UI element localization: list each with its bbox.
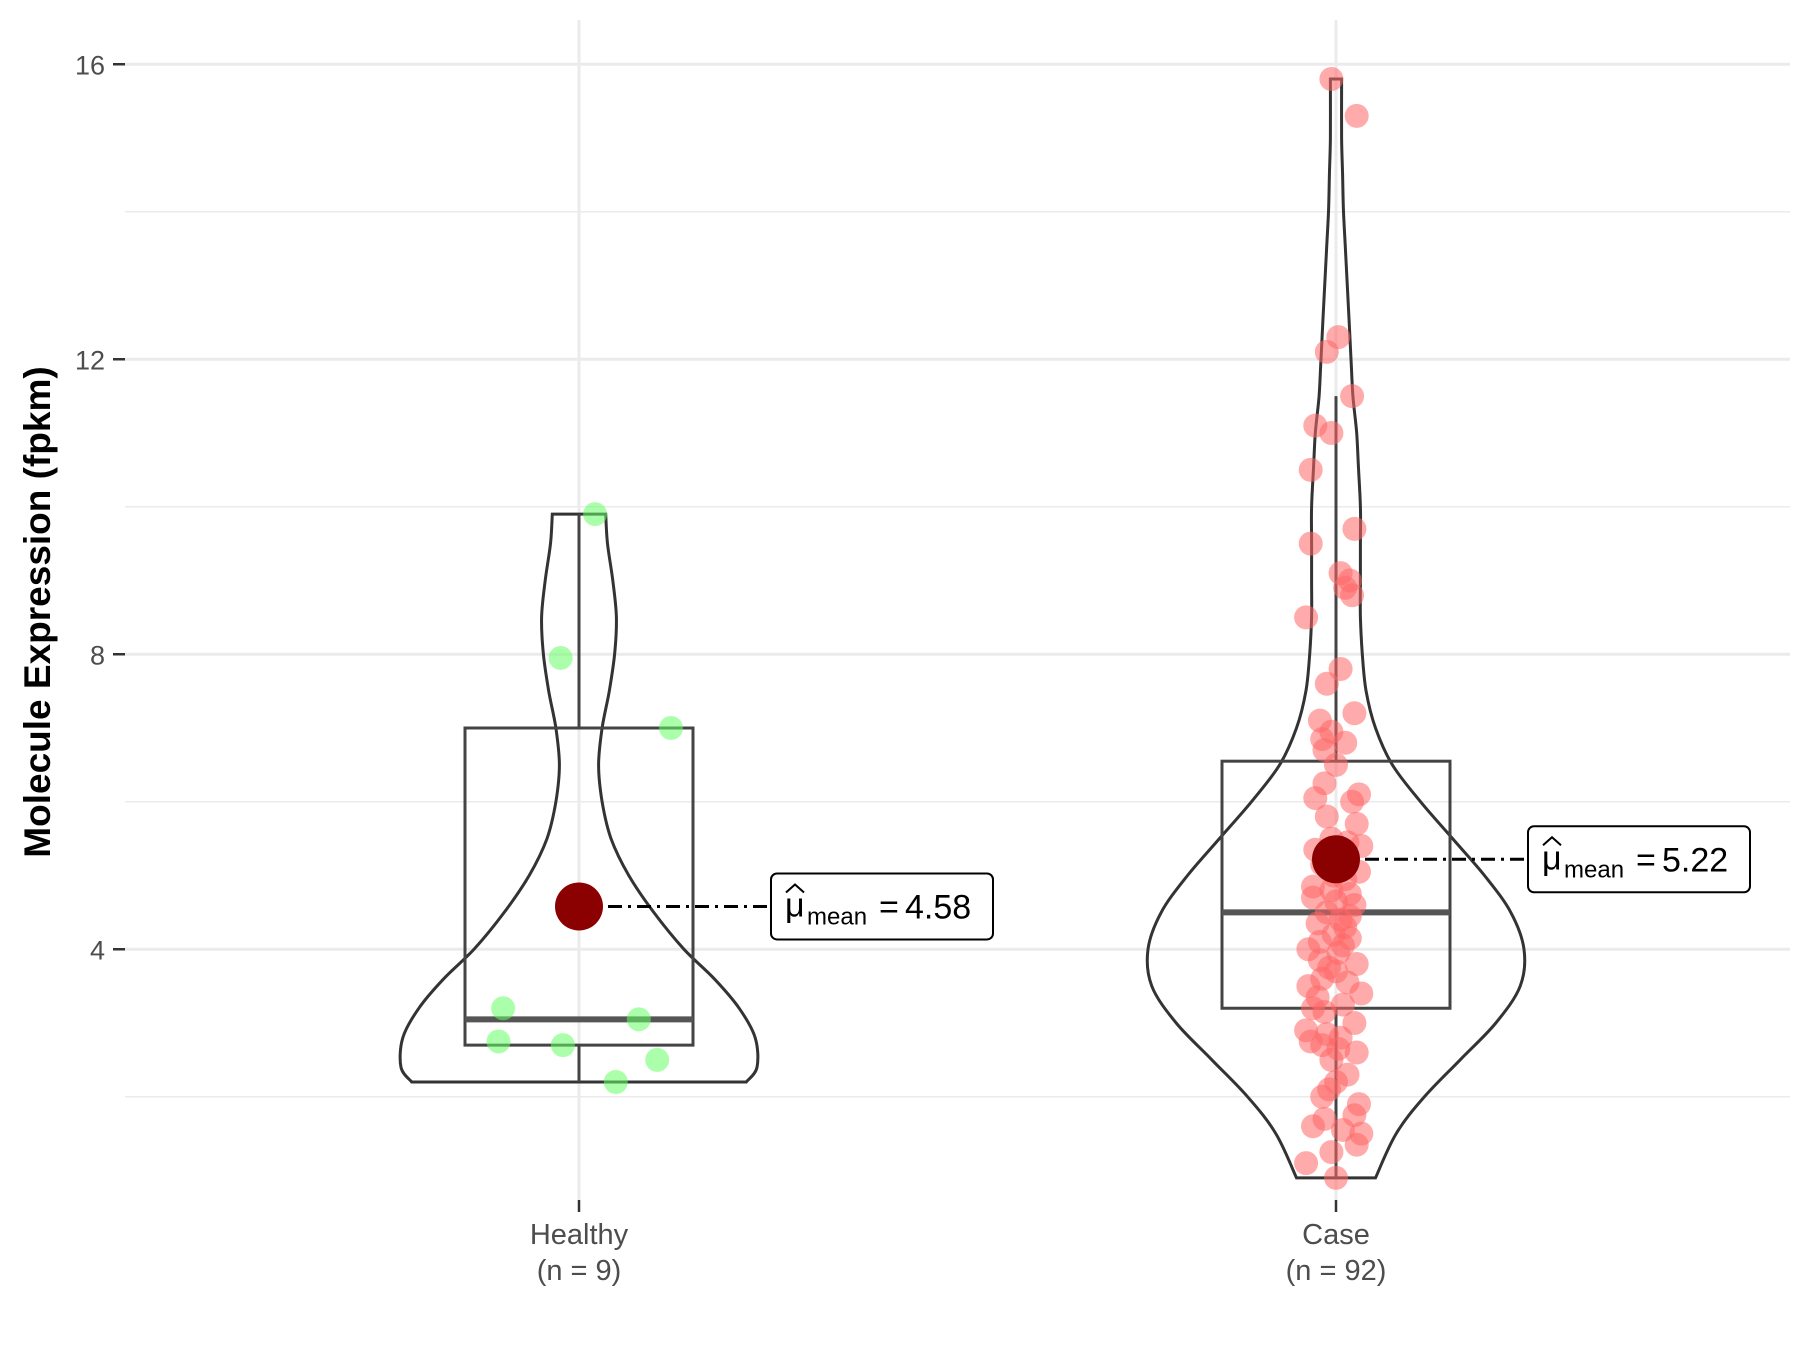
data-point-case: [1324, 1165, 1348, 1190]
data-point-case: [1340, 789, 1365, 814]
x-tick-label-n-healthy: (n = 9): [537, 1255, 622, 1287]
data-point-case: [1298, 457, 1323, 482]
data-point-case: [1319, 421, 1344, 445]
hat-icon: [785, 883, 805, 894]
data-point-case: [1324, 752, 1348, 777]
data-point-case: [1344, 1132, 1369, 1157]
data-point-case: [1344, 811, 1369, 836]
x-tick-label-healthy: Healthy: [530, 1219, 629, 1251]
data-point-healthy: [486, 1029, 511, 1054]
data-point-case: [1333, 730, 1358, 755]
mean-label-healthy: μ mean = 4.58: [770, 872, 994, 941]
data-point-case: [1312, 999, 1337, 1024]
point-layer: [486, 67, 1374, 1190]
data-point-case: [1344, 952, 1369, 976]
data-point-case: [1298, 531, 1323, 556]
data-point-healthy: [550, 1033, 575, 1058]
data-point-case: [1342, 516, 1367, 541]
data-point-healthy: [548, 645, 573, 670]
box-layer: [463, 396, 1452, 1178]
data-point-case: [1319, 67, 1344, 91]
data-point-healthy: [659, 716, 683, 740]
data-point-case: [1301, 1114, 1325, 1139]
mean-label-box: [1527, 825, 1751, 894]
data-point-case: [1342, 701, 1367, 726]
data-point-case: [1303, 786, 1328, 811]
mean-value: 5.22: [1662, 841, 1728, 879]
data-point-case: [1344, 103, 1369, 128]
mean-equals: =: [1636, 841, 1656, 879]
axis-layer: 4 8 12 16 Healthy (n = 9) Case (n = 92): [75, 50, 1386, 1287]
data-point-case: [1319, 1140, 1344, 1165]
y-tick-label: 8: [90, 640, 105, 670]
data-point-healthy: [583, 502, 608, 527]
data-point-case: [1344, 1040, 1369, 1065]
data-point-case: [1294, 605, 1319, 630]
data-point-healthy: [603, 1070, 628, 1094]
data-point-case: [1319, 1047, 1344, 1072]
data-point-healthy: [645, 1047, 670, 1072]
mean-value: 4.58: [905, 888, 971, 926]
data-point-case: [1310, 1084, 1335, 1109]
mean-symbol: μ: [1542, 839, 1562, 877]
data-point-case: [1340, 583, 1365, 608]
mean-subscript: mean: [807, 903, 867, 930]
data-point-healthy: [626, 1007, 651, 1032]
violin-healthy: [398, 512, 760, 1084]
x-tick-label-case: Case: [1302, 1219, 1370, 1251]
data-point-case: [1314, 339, 1339, 364]
x-tick-label-n-case: (n = 92): [1286, 1255, 1387, 1287]
y-tick-label: 12: [75, 345, 105, 375]
y-tick-label: 4: [90, 935, 105, 965]
y-tick-label: 16: [75, 50, 105, 80]
y-axis-title: Molecule Expression (fpkm): [17, 366, 58, 857]
data-point-case: [1314, 671, 1339, 696]
data-point-case: [1314, 804, 1339, 829]
mean-layer: μ mean = 4.58μ mean = 5.22: [555, 825, 1751, 941]
data-point-case: [1294, 1151, 1319, 1176]
mean-subscript: mean: [1564, 856, 1624, 883]
box-healthy: [463, 726, 695, 1047]
data-point-case: [1330, 992, 1355, 1017]
hat-icon: [1542, 835, 1562, 847]
mean-equals: =: [879, 888, 899, 926]
grid-layer: [125, 20, 1790, 1200]
data-point-healthy: [491, 996, 516, 1021]
mean-symbol: μ: [785, 886, 805, 924]
data-point-case: [1340, 384, 1365, 409]
data-point-case: [1349, 981, 1374, 1006]
mean-label-case: μ mean = 5.22: [1527, 825, 1751, 894]
mean-marker-case: [1312, 835, 1360, 884]
mean-marker-healthy: [555, 882, 603, 931]
mean-label-box: [770, 872, 994, 941]
